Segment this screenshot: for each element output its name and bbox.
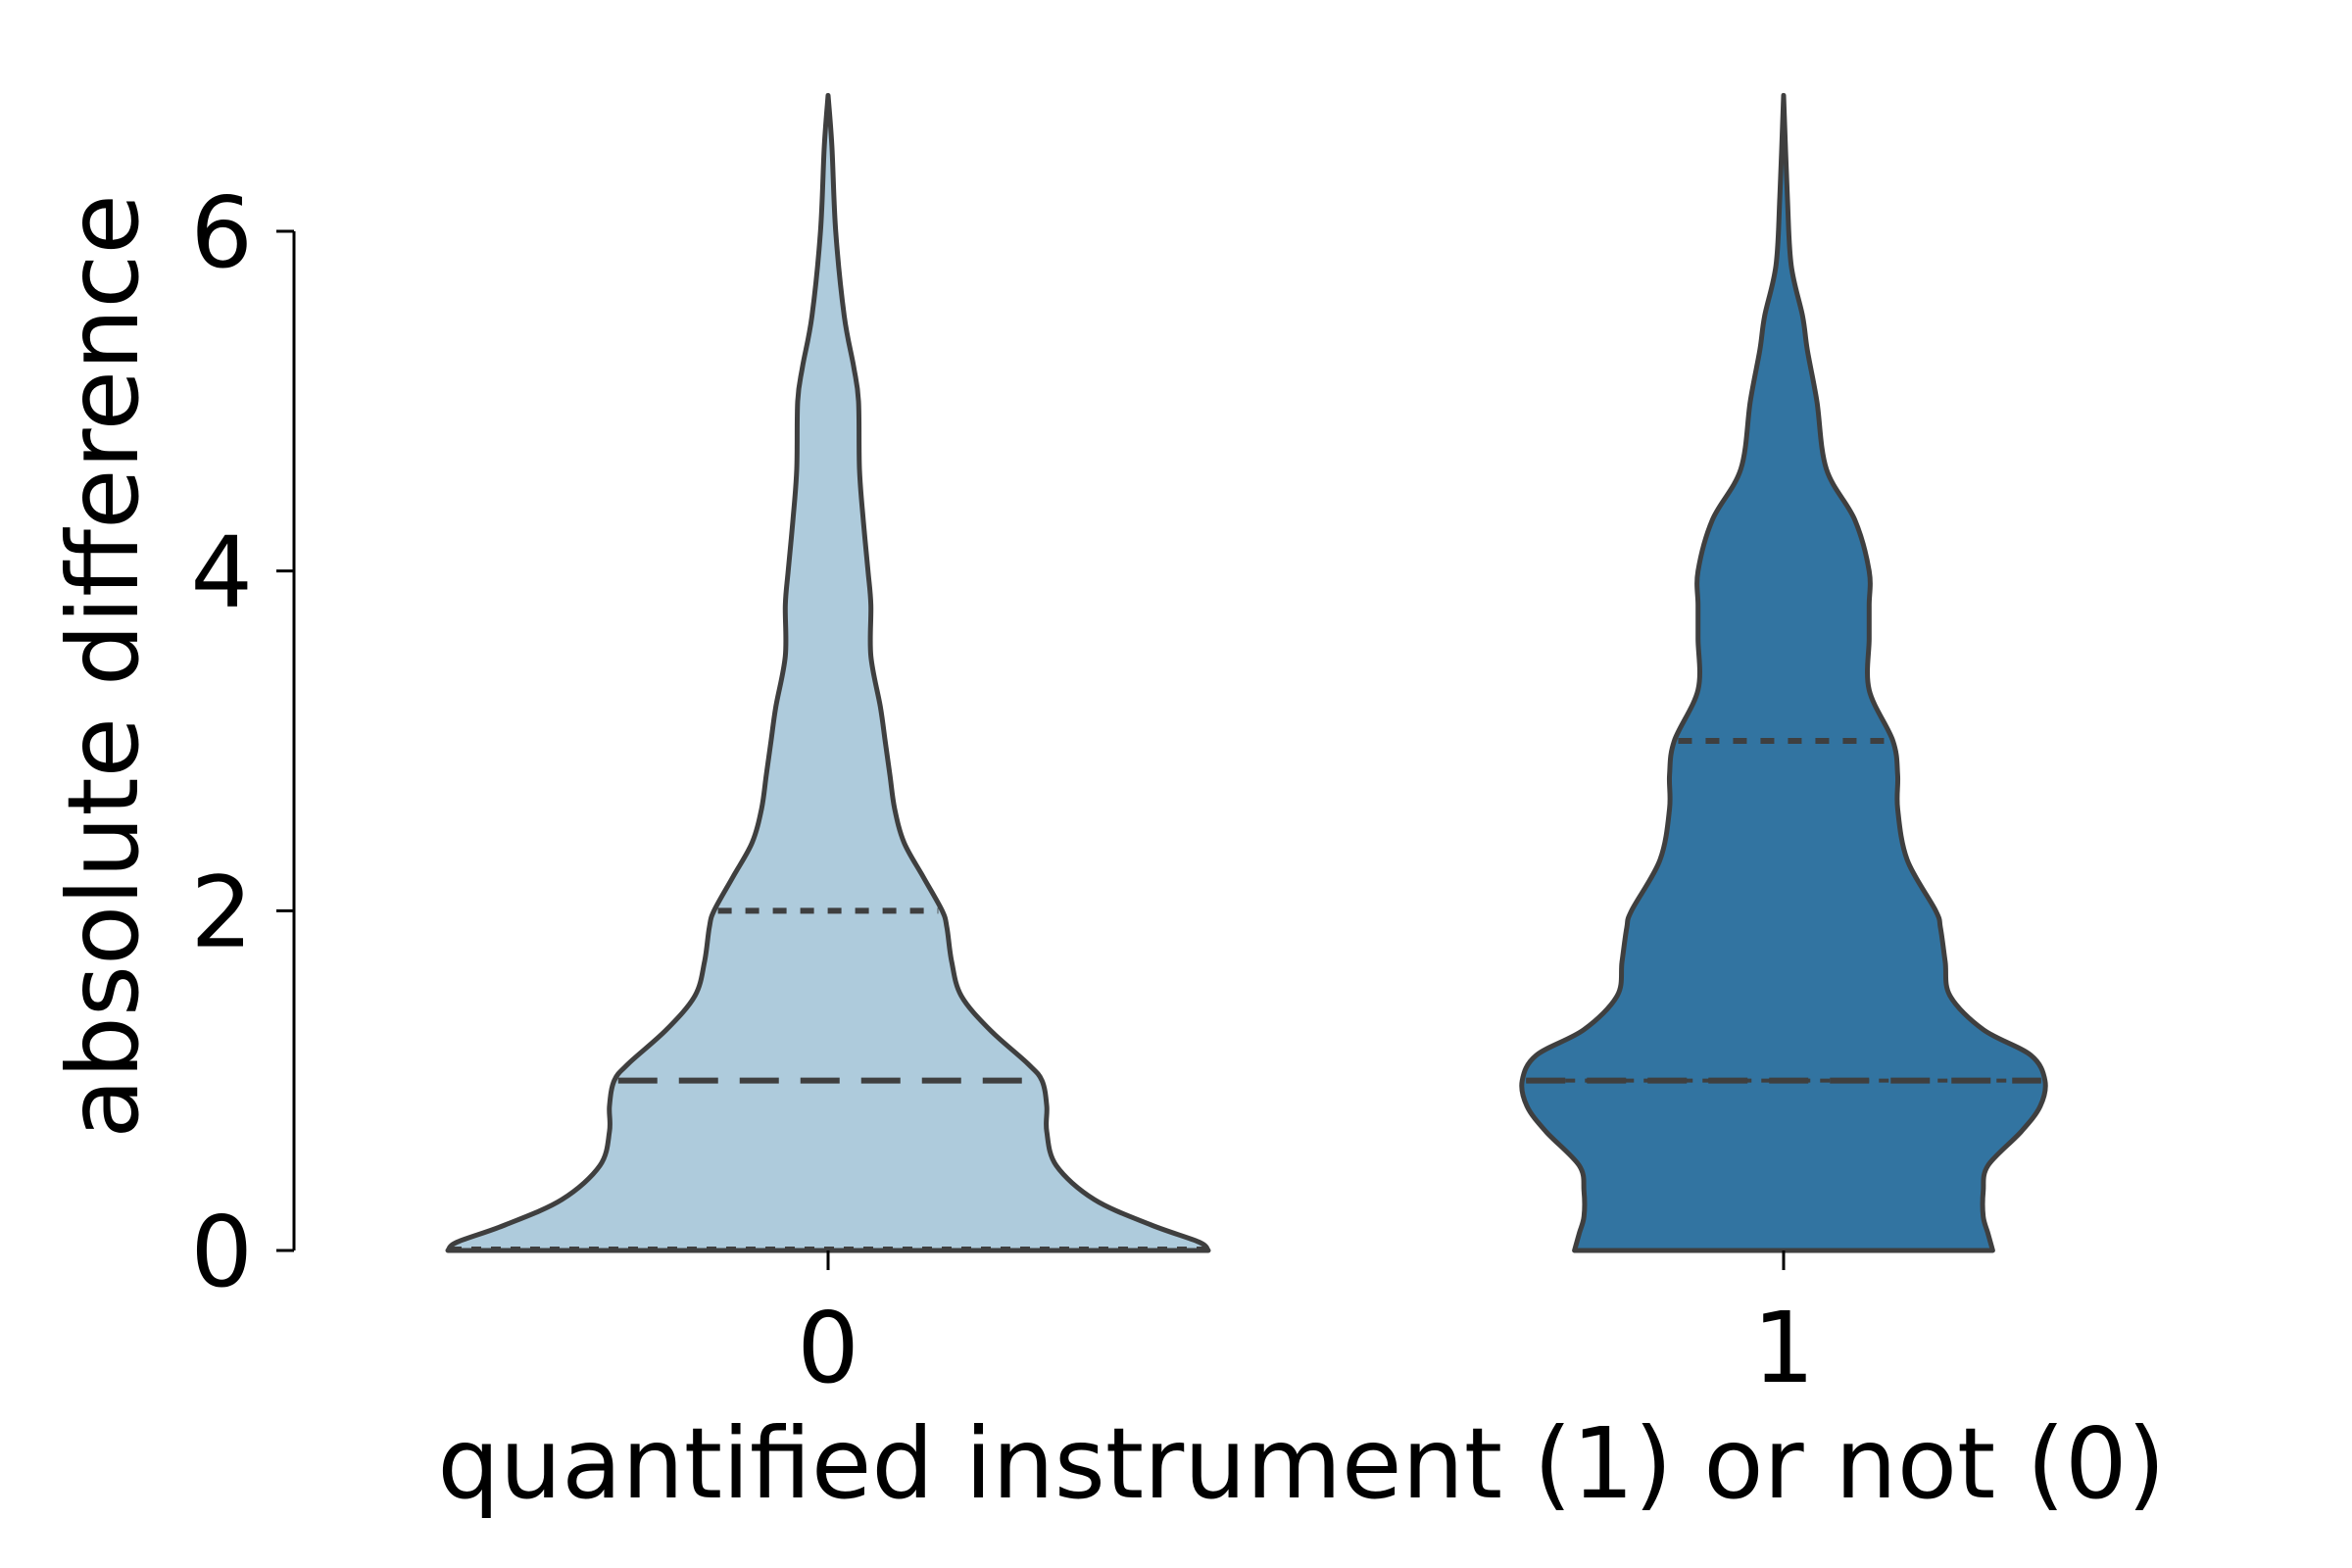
violin-0 bbox=[445, 92, 1211, 1253]
x-tick-label-0: 0 bbox=[797, 1291, 859, 1405]
y-tick-label-2: 2 bbox=[190, 855, 253, 969]
y-axis: 0 2 4 6 bbox=[190, 175, 296, 1309]
y-axis-title: absolute difference bbox=[46, 194, 161, 1139]
violins-group bbox=[445, 92, 2048, 1253]
x-axis-title: quantified instrument (1) or not (0) bbox=[437, 1406, 2165, 1521]
y-tick-label-0: 0 bbox=[190, 1195, 253, 1309]
x-tick-label-1: 1 bbox=[1752, 1291, 1815, 1405]
violin-1 bbox=[1519, 92, 2048, 1253]
y-tick-label-4: 4 bbox=[190, 515, 253, 630]
y-tick-label-6: 6 bbox=[190, 175, 253, 290]
